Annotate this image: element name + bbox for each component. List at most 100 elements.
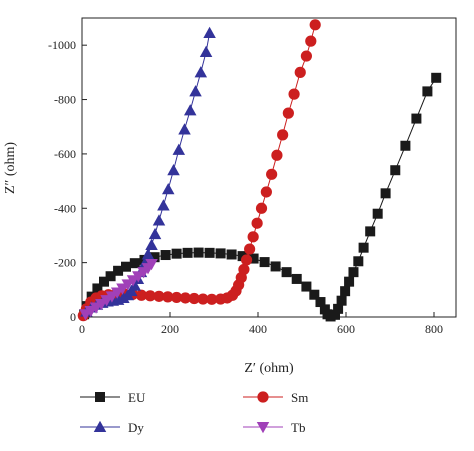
- data-point-sm: [271, 149, 283, 161]
- legend-item-tb: Tb: [243, 420, 305, 435]
- legend-label: Sm: [291, 390, 308, 405]
- data-point-eu: [372, 208, 383, 219]
- data-point-dy: [161, 182, 175, 195]
- data-point-eu: [99, 276, 109, 287]
- legend: EU Sm Dy Tb: [80, 390, 308, 435]
- legend-label: Dy: [128, 420, 144, 435]
- data-point-eu: [358, 242, 369, 253]
- data-point-tb: [145, 258, 158, 271]
- data-point-eu: [193, 247, 204, 258]
- x-tick-label: 400: [249, 322, 267, 336]
- data-point-dy: [167, 163, 180, 176]
- data-point-sm: [309, 19, 321, 31]
- data-point-eu: [113, 265, 124, 276]
- plot-frame: [81, 17, 457, 318]
- data-point-eu: [160, 250, 171, 261]
- data-point-eu: [270, 261, 281, 272]
- data-point-sm: [238, 263, 250, 276]
- data-point-sm: [288, 88, 300, 100]
- data-point-sm: [255, 202, 268, 214]
- y-tick-label: -200: [54, 256, 76, 270]
- data-point-sm: [188, 292, 200, 305]
- data-point-sm: [277, 129, 289, 141]
- y-axis-ticks: 0 -200 -400 -600 -800 -1000: [48, 38, 87, 324]
- legend-marker-dy: [93, 420, 107, 432]
- legend-marker-tb: [256, 422, 270, 434]
- y-tick-label: -600: [54, 147, 76, 161]
- data-point-eu: [149, 252, 160, 263]
- data-point-eu: [340, 286, 351, 297]
- data-point-eu: [431, 72, 442, 83]
- data-point-sm: [300, 50, 312, 62]
- data-point-dy: [157, 199, 170, 211]
- data-point-eu: [315, 297, 326, 308]
- data-point-dy: [141, 248, 155, 260]
- data-point-eu: [121, 261, 131, 272]
- data-point-eu: [411, 113, 422, 124]
- data-point-sm: [153, 290, 165, 302]
- y-tick-label: 0: [70, 310, 76, 324]
- legend-item-dy: Dy: [80, 420, 144, 435]
- x-tick-label: 0: [79, 322, 85, 336]
- data-point-eu: [281, 267, 292, 278]
- data-point-eu: [92, 283, 103, 294]
- data-point-eu: [301, 281, 312, 292]
- data-point-sm: [179, 292, 191, 304]
- data-point-dy: [128, 279, 142, 291]
- data-point-eu: [353, 256, 364, 267]
- y-axis-label: Z″ (ohm): [3, 142, 18, 194]
- data-point-eu: [215, 248, 226, 259]
- data-point-sm: [244, 243, 256, 255]
- data-point-sm: [240, 254, 253, 266]
- data-point-sm: [135, 289, 147, 301]
- data-point-eu: [333, 303, 344, 314]
- data-point-dy: [172, 143, 186, 155]
- data-point-eu: [348, 267, 359, 278]
- data-point-eu: [365, 226, 376, 237]
- data-point-dy: [152, 214, 166, 226]
- data-point-eu: [422, 86, 433, 97]
- data-point-eu: [259, 257, 270, 268]
- data-point-sm: [144, 290, 156, 302]
- data-point-eu: [330, 309, 340, 320]
- data-point-dy: [148, 227, 162, 240]
- y-tick-label: -800: [54, 93, 76, 107]
- data-point-eu: [248, 253, 259, 264]
- data-point-sm: [266, 168, 278, 180]
- series-layer: [77, 19, 442, 322]
- data-point-dy: [199, 45, 213, 57]
- data-point-eu: [182, 247, 193, 258]
- x-axis-label: Z′ (ohm): [244, 361, 294, 376]
- y-tick-label: -1000: [48, 38, 76, 52]
- legend-label: EU: [128, 390, 146, 405]
- data-point-sm: [294, 66, 306, 78]
- data-point-dy: [183, 104, 197, 116]
- data-point-sm: [251, 217, 263, 229]
- data-point-eu: [309, 289, 320, 300]
- data-point-dy: [189, 85, 202, 97]
- x-tick-label: 800: [425, 322, 443, 336]
- data-point-eu: [171, 248, 182, 259]
- data-point-sm: [305, 35, 317, 47]
- data-point-eu: [336, 295, 347, 306]
- legend-marker-eu: [95, 392, 105, 402]
- data-point-sm: [282, 107, 294, 119]
- y-tick-label: -400: [54, 201, 76, 215]
- legend-label: Tb: [291, 420, 305, 435]
- data-point-eu: [291, 273, 302, 284]
- data-point-sm: [197, 293, 209, 305]
- data-point-eu: [400, 140, 411, 151]
- data-point-sm: [206, 293, 218, 305]
- data-point-sm: [171, 291, 183, 304]
- data-point-dy: [203, 26, 216, 38]
- data-point-eu: [390, 165, 401, 176]
- data-point-sm: [260, 186, 272, 198]
- data-point-eu: [344, 276, 355, 287]
- legend-item-sm: Sm: [243, 390, 308, 405]
- data-point-sm: [247, 231, 259, 243]
- x-axis-ticks: 0 200 400 600 800: [79, 312, 443, 336]
- data-point-dy: [178, 123, 191, 135]
- data-point-eu: [380, 188, 391, 199]
- series-tb: [79, 258, 158, 321]
- x-tick-label: 600: [337, 322, 355, 336]
